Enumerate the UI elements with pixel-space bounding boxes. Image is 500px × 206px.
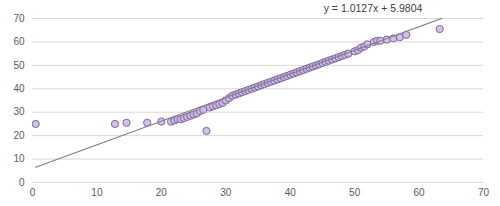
svg-text:60: 60 [13, 36, 25, 47]
svg-text:20: 20 [156, 187, 168, 198]
svg-text:0: 0 [30, 187, 36, 198]
svg-text:60: 60 [414, 187, 426, 198]
svg-text:10: 10 [13, 153, 25, 164]
svg-text:y = 1.0127x + 5.9804: y = 1.0127x + 5.9804 [324, 2, 423, 14]
svg-text:30: 30 [13, 106, 25, 117]
svg-text:20: 20 [13, 130, 25, 141]
svg-text:40: 40 [13, 83, 25, 94]
svg-text:40: 40 [285, 187, 297, 198]
svg-text:50: 50 [349, 187, 361, 198]
svg-text:10: 10 [91, 187, 103, 198]
svg-text:0: 0 [19, 177, 25, 188]
svg-text:70: 70 [478, 187, 490, 198]
svg-text:70: 70 [13, 13, 25, 24]
svg-text:50: 50 [13, 60, 25, 71]
svg-text:30: 30 [220, 187, 232, 198]
